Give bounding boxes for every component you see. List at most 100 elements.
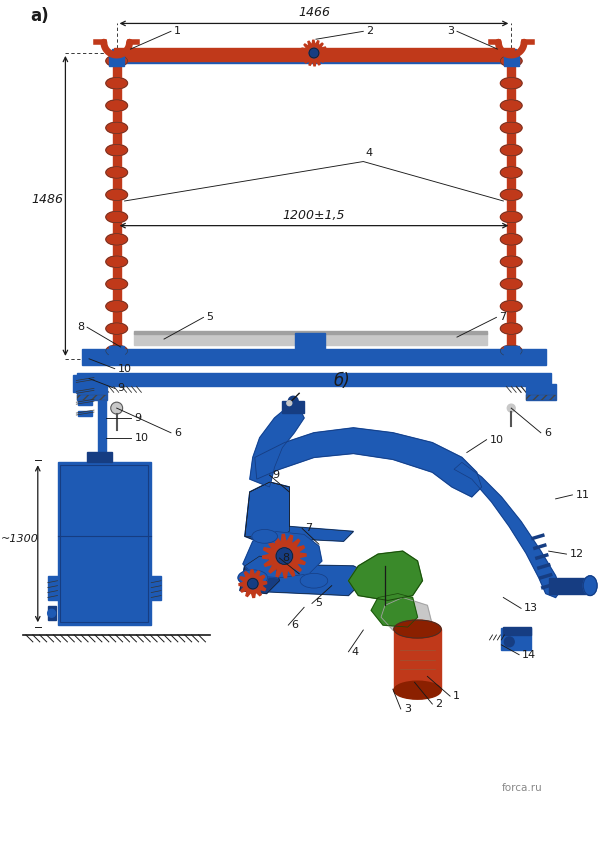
Text: 6: 6: [291, 620, 298, 630]
Text: 4: 4: [365, 147, 373, 157]
Text: ~1300: ~1300: [1, 534, 39, 544]
Polygon shape: [240, 564, 363, 596]
Text: 14: 14: [522, 650, 536, 660]
Ellipse shape: [500, 278, 522, 289]
Bar: [77, 372, 551, 387]
Ellipse shape: [106, 167, 128, 179]
Text: 10: 10: [134, 432, 148, 442]
Polygon shape: [381, 597, 433, 635]
Polygon shape: [263, 535, 306, 578]
Text: 2: 2: [366, 26, 373, 36]
Text: 3: 3: [404, 704, 411, 714]
Ellipse shape: [500, 122, 522, 134]
Text: 9: 9: [134, 413, 142, 423]
Bar: [122, 50, 301, 55]
Ellipse shape: [106, 345, 128, 357]
Bar: [109, 56, 124, 66]
Text: 5: 5: [206, 312, 214, 322]
Circle shape: [111, 402, 122, 414]
Bar: [58, 463, 151, 625]
Bar: [78, 400, 92, 405]
Bar: [81, 387, 89, 393]
Ellipse shape: [583, 576, 597, 596]
Polygon shape: [240, 556, 280, 594]
Text: 11: 11: [575, 490, 589, 500]
Bar: [78, 389, 92, 394]
Bar: [114, 48, 514, 55]
Ellipse shape: [106, 100, 128, 111]
Ellipse shape: [106, 189, 128, 201]
Polygon shape: [454, 463, 560, 597]
Bar: [78, 411, 92, 416]
Ellipse shape: [106, 145, 128, 156]
Ellipse shape: [500, 167, 522, 179]
Ellipse shape: [500, 78, 522, 89]
Ellipse shape: [106, 278, 128, 289]
Ellipse shape: [500, 256, 522, 267]
Ellipse shape: [106, 212, 128, 222]
Bar: [503, 346, 519, 356]
Bar: [112, 49, 516, 63]
Circle shape: [309, 48, 319, 58]
Bar: [503, 56, 519, 66]
Bar: [47, 607, 56, 620]
Bar: [134, 331, 487, 334]
Text: 7: 7: [305, 524, 312, 534]
Bar: [98, 453, 106, 458]
Text: forca.ru: forca.ru: [502, 783, 542, 793]
Bar: [502, 628, 531, 650]
Polygon shape: [255, 428, 482, 497]
Text: а): а): [30, 8, 49, 25]
Polygon shape: [349, 551, 422, 601]
Ellipse shape: [252, 530, 277, 543]
Bar: [151, 576, 161, 601]
Text: 4: 4: [352, 646, 359, 656]
Polygon shape: [245, 482, 289, 544]
Bar: [503, 627, 531, 635]
Ellipse shape: [106, 300, 128, 312]
Bar: [549, 578, 590, 594]
Polygon shape: [250, 408, 304, 487]
Ellipse shape: [394, 681, 441, 699]
Bar: [295, 333, 325, 353]
Bar: [77, 384, 107, 400]
Text: 10: 10: [490, 435, 503, 445]
Circle shape: [289, 396, 298, 406]
Text: 13: 13: [524, 603, 538, 613]
Text: 2: 2: [435, 699, 442, 709]
Polygon shape: [245, 482, 353, 541]
Text: 1: 1: [174, 26, 181, 36]
Ellipse shape: [106, 233, 128, 245]
Ellipse shape: [500, 55, 522, 67]
Bar: [78, 378, 92, 383]
Bar: [283, 401, 304, 413]
Bar: [526, 395, 556, 400]
Bar: [109, 346, 124, 356]
Ellipse shape: [500, 100, 522, 111]
Text: 8: 8: [283, 553, 290, 563]
Text: 6: 6: [544, 428, 551, 437]
Circle shape: [287, 401, 292, 405]
Bar: [73, 375, 81, 393]
Ellipse shape: [500, 145, 522, 156]
Circle shape: [248, 579, 258, 589]
Bar: [526, 384, 556, 400]
Text: 9: 9: [272, 470, 280, 481]
Text: 10: 10: [118, 364, 131, 374]
Polygon shape: [371, 594, 418, 627]
Ellipse shape: [106, 323, 128, 334]
Text: 1466: 1466: [298, 7, 330, 19]
Ellipse shape: [500, 345, 522, 357]
Text: 6: 6: [174, 428, 181, 437]
Ellipse shape: [300, 574, 328, 588]
Ellipse shape: [106, 256, 128, 267]
Circle shape: [276, 548, 293, 564]
Text: 9: 9: [118, 383, 125, 393]
Ellipse shape: [106, 122, 128, 134]
Circle shape: [47, 609, 56, 618]
Bar: [507, 61, 515, 351]
Ellipse shape: [500, 212, 522, 222]
Text: б): б): [334, 372, 350, 390]
Bar: [47, 576, 58, 601]
Bar: [82, 349, 546, 365]
